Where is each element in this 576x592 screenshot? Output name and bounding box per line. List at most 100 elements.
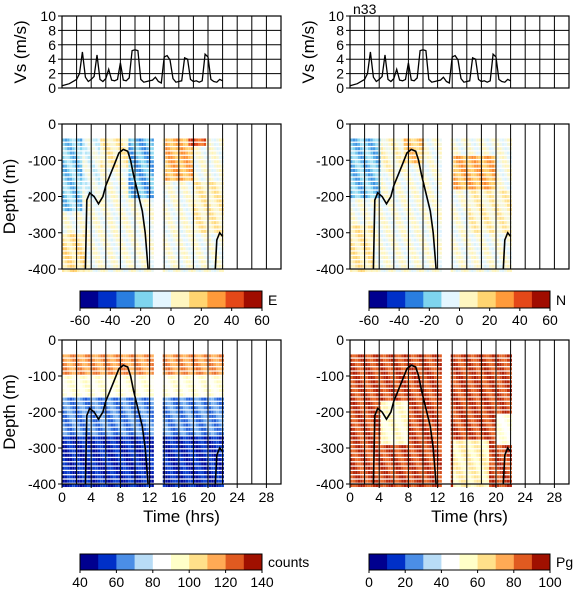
E-cell — [203, 260, 207, 264]
E-cell — [195, 190, 199, 194]
E-cell — [120, 195, 124, 199]
E-cell — [185, 234, 189, 238]
E-cell — [198, 155, 201, 159]
N-cell — [501, 168, 505, 172]
E-cell — [115, 225, 119, 229]
E-cell — [102, 212, 106, 216]
N-cell — [357, 225, 361, 229]
E-cell — [138, 238, 142, 242]
E-cell — [146, 242, 149, 246]
E-colorbar-segment — [189, 291, 208, 308]
counts-cell — [113, 363, 116, 367]
vs_right-ytick-label: 8 — [336, 22, 344, 38]
N-cell — [418, 190, 422, 194]
N-cell — [439, 212, 442, 216]
E-cell — [82, 242, 85, 246]
counts-cell — [69, 367, 73, 371]
N-cell — [494, 264, 497, 268]
E-cell — [69, 190, 73, 194]
counts-cell — [67, 371, 70, 375]
N-cell — [439, 251, 442, 255]
E-cell — [208, 247, 212, 251]
N-cell — [453, 155, 456, 159]
counts-cell — [97, 410, 101, 414]
N-cell — [439, 216, 442, 220]
N-cell — [350, 229, 353, 233]
E-cell — [115, 190, 119, 194]
counts-cell — [110, 479, 113, 483]
counts-cell — [82, 397, 85, 401]
counts-cell — [72, 363, 75, 367]
N-cell — [494, 242, 497, 246]
counts-cell — [97, 471, 101, 475]
counts-cell — [77, 449, 80, 453]
N-cell — [494, 195, 497, 199]
N-cell — [491, 190, 495, 194]
N-cell — [506, 168, 510, 172]
N-cell — [481, 173, 484, 177]
E-cell — [185, 199, 189, 203]
E-cell — [97, 269, 101, 273]
N-cell — [499, 182, 502, 186]
N-cell — [463, 177, 466, 181]
N-cell — [496, 177, 500, 181]
counts-cell — [130, 371, 134, 375]
counts-cell — [72, 384, 75, 388]
E-cell — [167, 238, 171, 242]
N-cell — [439, 247, 442, 251]
E-cell — [193, 269, 196, 273]
E-cell — [167, 242, 171, 246]
E-cell — [213, 212, 217, 216]
E-cell — [79, 199, 83, 203]
E-cell — [183, 195, 186, 199]
E-cell — [72, 212, 75, 216]
N-cell — [380, 177, 384, 181]
E-cell — [162, 269, 166, 273]
N-cell — [372, 164, 376, 168]
N-cell — [367, 173, 371, 177]
N-cell — [499, 221, 502, 225]
N-cell — [357, 255, 361, 259]
E-cell — [110, 195, 113, 199]
E-cell — [213, 155, 217, 159]
E-cell — [87, 164, 90, 168]
E-cell — [175, 225, 178, 229]
E-cell — [97, 190, 101, 194]
E-cell — [180, 160, 184, 164]
N-cell — [491, 147, 495, 151]
N-cell — [395, 225, 399, 229]
E-cell — [216, 225, 219, 229]
counts-cell — [113, 453, 116, 457]
E-cell — [151, 147, 154, 151]
counts-cell — [95, 401, 98, 405]
E-cell — [72, 247, 75, 251]
E-cell — [183, 225, 186, 229]
counts-cell — [143, 427, 147, 431]
counts-cell — [128, 401, 131, 405]
counts-cell — [82, 384, 85, 388]
E-cell — [193, 203, 196, 207]
N-cell — [501, 177, 505, 181]
N-cell — [408, 177, 412, 181]
E-cell — [138, 164, 142, 168]
counts-cell — [64, 423, 67, 427]
E-cell — [125, 242, 129, 246]
E-cell — [185, 155, 189, 159]
E-cell — [188, 190, 191, 194]
N-cell — [460, 199, 464, 203]
N-cell — [431, 221, 435, 225]
E-cell — [195, 164, 199, 168]
E-cell — [95, 173, 98, 177]
N-cell — [473, 147, 477, 151]
E-cell — [128, 255, 131, 259]
N-cell — [416, 190, 419, 194]
E-cell — [64, 251, 67, 255]
E-cell — [136, 173, 139, 177]
counts-cell — [125, 358, 129, 362]
E-cell — [172, 242, 176, 246]
E-cell — [128, 269, 131, 273]
E-cell — [136, 155, 139, 159]
N-cell — [370, 216, 373, 220]
N-cell — [411, 168, 414, 172]
E-cell — [120, 160, 124, 164]
